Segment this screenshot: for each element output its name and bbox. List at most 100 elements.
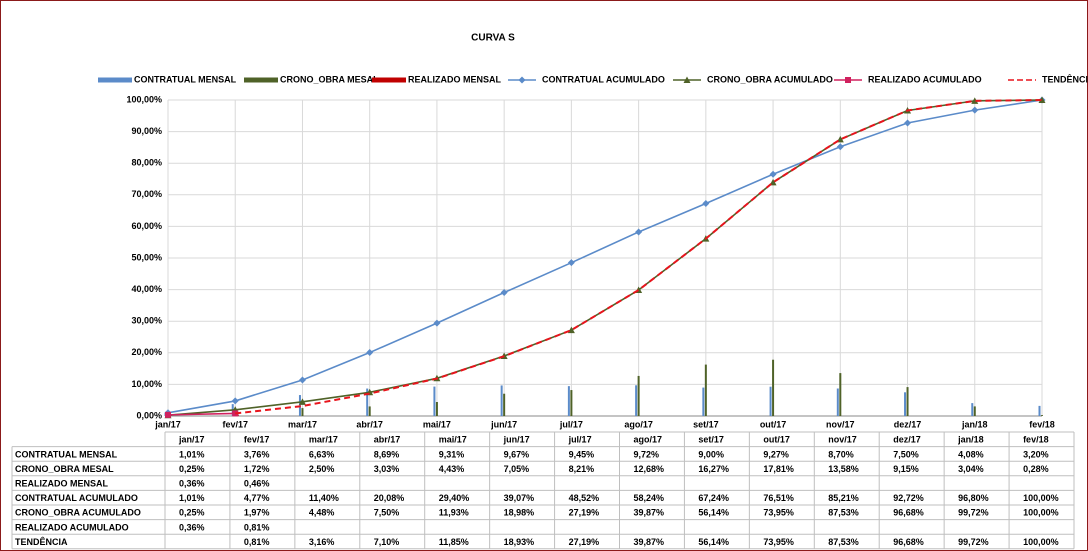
legend-label: CONTRATUAL MENSAL — [134, 74, 237, 84]
bar — [704, 364, 707, 416]
marker — [769, 170, 777, 178]
table-cell: 11,85% — [439, 537, 469, 547]
table-cell: 9,45% — [569, 449, 595, 459]
x-tick-label: fev/18 — [1029, 419, 1055, 429]
table-cell: 9,00% — [698, 449, 724, 459]
table-header: mar/17 — [309, 435, 338, 445]
marker — [1038, 96, 1046, 103]
bar — [769, 386, 772, 416]
table-header: fev/17 — [244, 435, 270, 445]
table-cell: 1,72% — [244, 464, 270, 474]
table-cell: 7,50% — [893, 449, 919, 459]
table-cell: 0,28% — [1023, 464, 1049, 474]
table-row-label: CONTRATUAL MENSAL — [15, 449, 118, 459]
bar — [435, 402, 438, 416]
table-header: jan/17 — [178, 435, 205, 445]
y-tick-label: 10,00% — [131, 379, 162, 389]
table-cell: 96,68% — [893, 537, 924, 547]
x-tick-label: mar/17 — [288, 419, 317, 429]
table-cell: 96,68% — [893, 508, 924, 518]
table-cell: 67,24% — [698, 493, 729, 503]
table-cell: 2,50% — [309, 464, 335, 474]
table-header: ago/17 — [634, 435, 663, 445]
table-cell: 1,97% — [244, 508, 270, 518]
bar — [973, 406, 976, 416]
table-cell: 0,36% — [179, 522, 205, 532]
bar — [500, 385, 503, 416]
table-cell: 0,81% — [244, 522, 270, 532]
x-tick-label: jan/18 — [961, 419, 988, 429]
table-cell: 9,31% — [439, 449, 465, 459]
bar — [637, 375, 640, 416]
line — [167, 412, 236, 416]
y-tick-label: 20,00% — [131, 347, 162, 357]
bar — [368, 406, 371, 416]
marker — [845, 77, 851, 83]
marker — [971, 106, 979, 114]
table-cell: 20,08% — [374, 493, 405, 503]
table-header: abr/17 — [374, 435, 401, 445]
table-cell: 29,40% — [439, 493, 470, 503]
table-cell: 4,08% — [958, 449, 984, 459]
table-cell: 0,25% — [179, 508, 205, 518]
table-header: out/17 — [763, 435, 790, 445]
legend-label: CRONO_OBRA ACUMULADO — [707, 74, 833, 84]
x-tick-label: nov/17 — [826, 419, 855, 429]
table-cell: 92,72% — [893, 493, 924, 503]
marker — [298, 376, 306, 384]
table-cell: 8,70% — [828, 449, 854, 459]
bar — [635, 385, 638, 416]
legend-label: CRONO_OBRA MESAL — [280, 74, 379, 84]
x-tick-label: dez/17 — [894, 419, 922, 429]
bar — [366, 388, 369, 416]
marker — [366, 349, 374, 357]
marker — [836, 143, 844, 151]
x-tick-label: jan/17 — [154, 419, 181, 429]
table-header: jun/17 — [503, 435, 530, 445]
marker — [165, 411, 171, 418]
table-cell: 39,87% — [634, 537, 665, 547]
table-cell: 87,53% — [828, 537, 859, 547]
line — [167, 99, 1043, 417]
table-cell: 18,93% — [504, 537, 535, 547]
marker — [971, 97, 979, 104]
table-cell: 0,81% — [244, 537, 270, 547]
table-cell: 7,50% — [374, 508, 400, 518]
table-cell: 0,36% — [179, 478, 205, 488]
y-tick-label: 80,00% — [131, 158, 162, 168]
table-header: set/17 — [698, 435, 724, 445]
bar — [570, 390, 573, 416]
table-header: mai/17 — [439, 435, 467, 445]
bar — [839, 373, 842, 416]
table-cell: 4,48% — [309, 508, 335, 518]
table-cell: 1,01% — [179, 449, 205, 459]
marker — [298, 398, 306, 405]
table-cell: 99,72% — [958, 508, 989, 518]
table-cell: 58,24% — [634, 493, 665, 503]
bar — [567, 386, 570, 416]
table-cell: 73,95% — [763, 537, 794, 547]
marker — [769, 178, 777, 186]
table-header: dez/17 — [893, 435, 921, 445]
table-row-label: TENDÊNCIA — [15, 536, 68, 547]
table-cell: 3,03% — [374, 464, 400, 474]
table-cell: 0,25% — [179, 464, 205, 474]
table-cell: 73,95% — [763, 508, 794, 518]
y-tick-label: 100,00% — [126, 94, 162, 104]
line — [235, 99, 1043, 415]
table-cell: 87,53% — [828, 508, 859, 518]
legend-label: REALIZADO ACUMULADO — [868, 74, 982, 84]
bar — [904, 392, 907, 416]
bar — [1041, 415, 1043, 416]
table-cell: 8,69% — [374, 449, 400, 459]
table-cell: 3,76% — [244, 449, 270, 459]
table-cell: 27,19% — [569, 508, 600, 518]
bar — [433, 386, 436, 416]
table-cell: 39,07% — [504, 493, 535, 503]
table-cell: 7,05% — [504, 464, 530, 474]
marker — [518, 76, 526, 84]
marker — [683, 76, 691, 83]
table-cell: 100,00% — [1023, 508, 1059, 518]
bar — [702, 387, 705, 416]
